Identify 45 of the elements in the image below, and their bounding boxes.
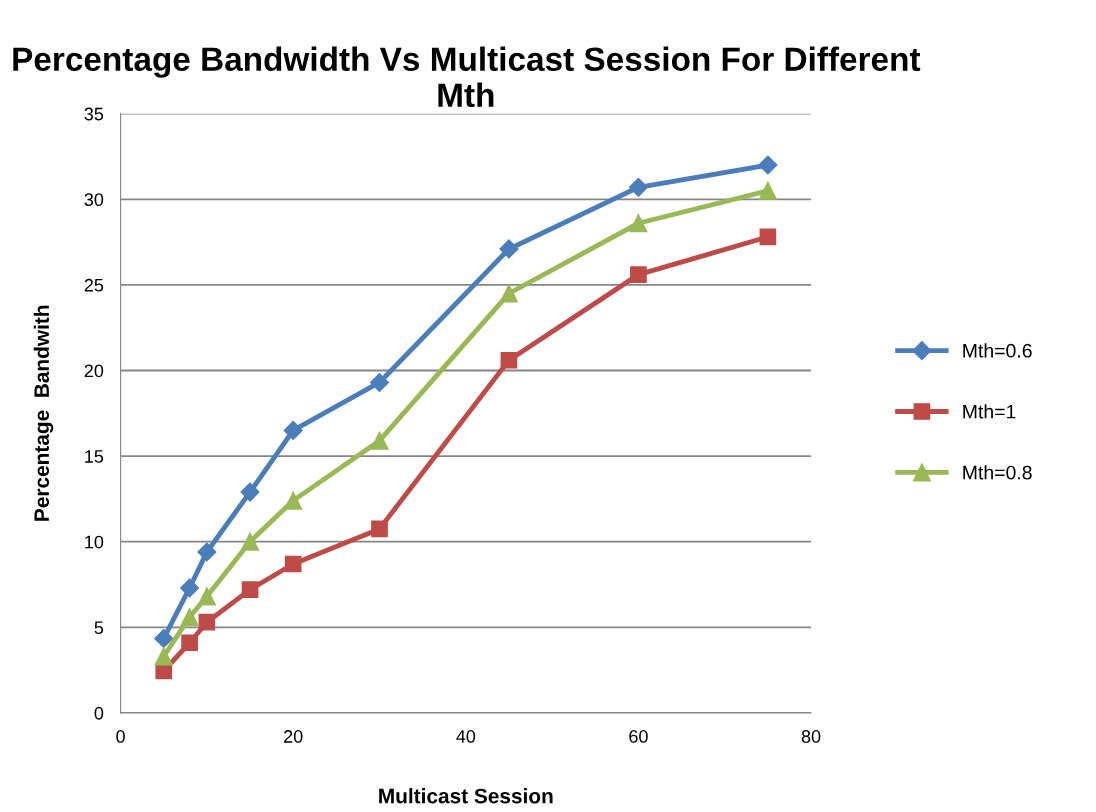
y-tick-label: 30: [84, 193, 104, 207]
point: [240, 532, 260, 551]
point: [758, 155, 778, 175]
point: [154, 647, 173, 666]
point: [369, 372, 390, 393]
x-tick-label: 80: [801, 730, 821, 743]
point: [241, 581, 259, 598]
point: [370, 431, 389, 450]
y-tick-label: 15: [85, 450, 104, 463]
legend-label: Mth=1: [963, 404, 1016, 419]
x-tick-label: 40: [456, 730, 476, 743]
point: [180, 578, 200, 598]
point: [181, 634, 198, 652]
y-tick-label: 35: [84, 107, 104, 121]
point: [628, 177, 648, 197]
point: [629, 214, 648, 233]
legend-label: Mth=0.8: [963, 465, 1032, 480]
point: [499, 239, 519, 259]
point: [154, 628, 174, 648]
point: [759, 228, 777, 246]
point: [197, 587, 216, 606]
legend-label: Mth=0.6: [963, 343, 1032, 358]
x-tick-label: 0: [116, 730, 125, 743]
y-tick-label: 10: [85, 535, 104, 549]
point: [499, 284, 518, 303]
x-tick-label: 20: [284, 730, 303, 743]
chart-title: Percentage Bandwidth Vs Multicast Session For Different Mth: [13, 46, 921, 108]
x-axis-title: Multicast Session: [379, 788, 553, 804]
y-axis-title: Percentage Bandwith: [33, 305, 54, 521]
point: [198, 613, 216, 631]
point: [284, 491, 303, 510]
point: [197, 542, 217, 562]
y-tick-label: 20: [84, 364, 104, 378]
point: [500, 351, 518, 369]
point: [758, 181, 777, 200]
point: [240, 482, 260, 502]
y-tick-label: 0: [94, 706, 104, 720]
y-tick-label: 5: [94, 621, 104, 635]
point: [283, 420, 303, 440]
point: [630, 266, 647, 283]
y-tick-label: 25: [84, 278, 104, 292]
point: [284, 555, 302, 573]
x-tick-label: 60: [629, 730, 648, 743]
point: [180, 608, 199, 627]
point: [371, 520, 388, 538]
